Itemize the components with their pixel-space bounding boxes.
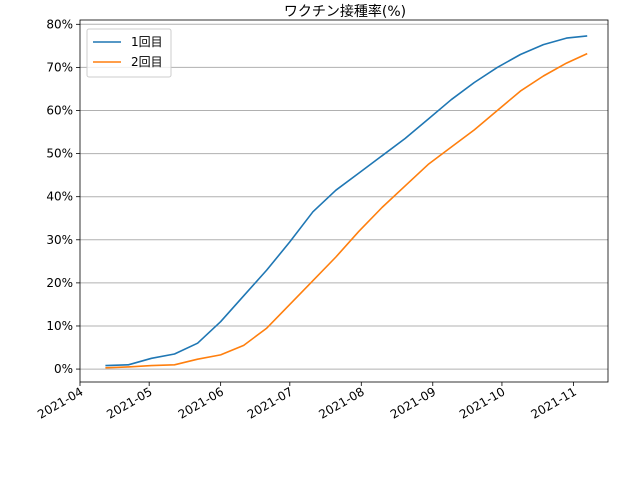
legend-box <box>86 28 172 78</box>
y-tick-label: 20% <box>46 276 73 290</box>
legend-label: 1回目 <box>131 35 163 49</box>
y-tick-label: 0% <box>54 362 73 376</box>
series-line-1 <box>105 35 588 367</box>
plot-frame <box>79 19 609 383</box>
series-line-2 <box>105 52 588 369</box>
y-axis: 0% 10% 20% 30% 40% 50% 60% 70% 80% <box>46 17 80 376</box>
y-tick-label: 10% <box>46 319 73 333</box>
y-tick-label: 50% <box>46 147 73 161</box>
legend-label: 2回目 <box>131 55 163 69</box>
y-tick-label: 80% <box>46 17 73 31</box>
y-tick-label: 30% <box>46 233 73 247</box>
y-tick-label: 60% <box>46 104 73 118</box>
y-tick-label: 40% <box>46 190 73 204</box>
chart-title: ワクチン接種率(%) <box>284 3 406 20</box>
series-lines <box>105 35 588 369</box>
y-tick-label: 70% <box>46 60 73 74</box>
